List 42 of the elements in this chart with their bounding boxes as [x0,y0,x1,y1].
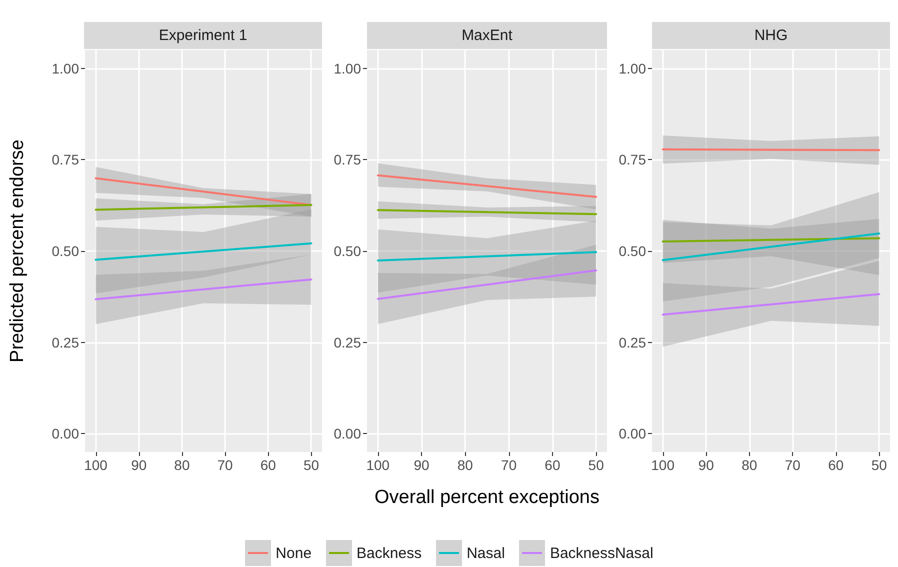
y-tick-label: 0.50 [334,243,362,259]
y-tick-label: 0.00 [618,426,646,442]
y-tick-label: 0.50 [52,243,80,259]
y-tick-label: 0.00 [334,426,362,442]
x-tick-label: 100 [651,457,675,473]
legend-label: Nasal [466,544,505,562]
x-tick-label: 70 [784,457,801,473]
chart-title: MaxEnt [367,22,607,49]
x-tick-label: 80 [457,457,474,473]
legend-label: Backness [356,544,422,562]
legend-label: BacknessNasal [550,544,654,562]
y-tick-label: 1.00 [618,60,646,76]
y-axis-title: Predicted percent endorse [7,140,28,362]
chart-title: NHG [652,22,890,49]
x-tick-label: 50 [588,457,604,473]
x-tick-label: 70 [501,457,517,473]
y-tick-label: 0.25 [334,334,362,350]
x-axis-title: Overall percent exceptions [374,487,600,508]
x-tick-label: 60 [544,457,560,473]
x-tick-label: 80 [742,457,758,473]
x-tick-label: 80 [174,457,190,473]
x-tick-label: 50 [871,457,888,473]
y-tick-label: 1.00 [334,60,362,76]
y-tick-label: 0.75 [52,152,80,168]
x-tick-label: 60 [828,457,844,473]
y-tick-label: 0.25 [618,334,646,350]
y-tick-label: 0.50 [618,243,646,259]
x-tick-label: 70 [217,457,234,473]
y-tick-label: 0.25 [52,334,80,350]
y-tick-label: 0.75 [334,152,362,168]
x-tick-label: 90 [414,457,430,473]
y-tick-label: 1.00 [52,60,80,76]
x-tick-label: 90 [698,457,714,473]
legend-label: None [276,544,312,562]
x-tick-label: 60 [260,457,276,473]
x-tick-label: 90 [131,457,147,473]
x-tick-label: 100 [366,457,390,473]
y-tick-label: 0.00 [52,426,80,442]
x-tick-label: 50 [303,457,320,473]
chart-title: Experiment 1 [84,22,322,49]
x-tick-label: 100 [84,457,108,473]
y-tick-label: 0.75 [618,152,646,168]
